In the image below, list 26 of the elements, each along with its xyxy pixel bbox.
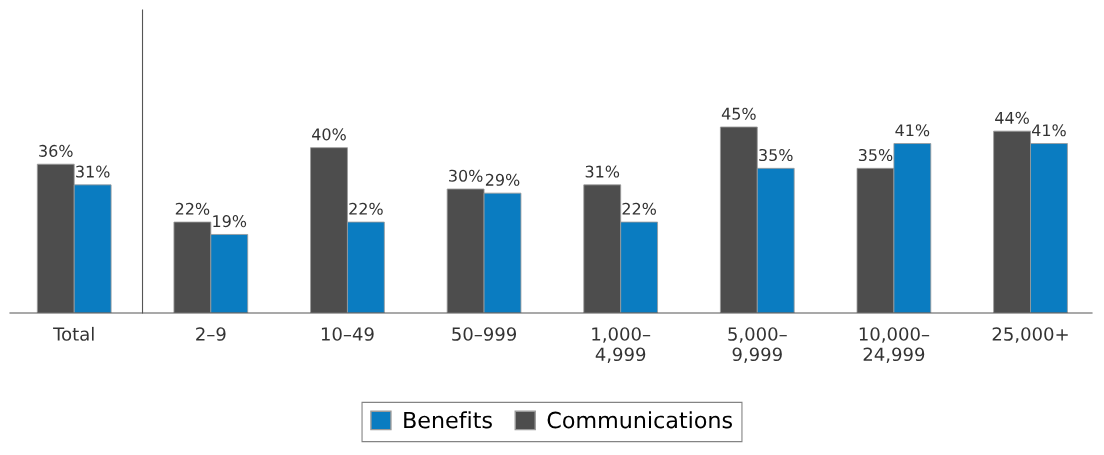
x-tick-label: 1,000– 4,999 [592,327,651,363]
data-label: 45% [721,107,756,120]
data-label: 30% [449,169,483,182]
x-tick-label: 50–999 [452,327,517,341]
x-tick-label: 5,000– 9,999 [728,327,787,363]
data-label: 19% [213,215,247,228]
x-tick-label: Total [53,326,94,341]
data-label: 41% [895,124,930,137]
legend-label: Communications [547,411,732,429]
data-label: 36% [39,144,73,157]
x-tick-label: 10–49 [321,327,374,341]
x-tick-label: 2–9 [196,327,226,341]
data-label: 41% [1032,124,1066,137]
data-label: 22% [349,202,383,215]
data-label: 35% [759,148,793,162]
x-tick-label: 25,000+ [992,327,1068,343]
data-label: 29% [485,173,520,186]
data-label: 22% [175,202,210,215]
data-label: 31% [76,165,110,178]
data-label: 22% [622,202,656,215]
x-tick-label: 10,000– 24,999 [859,327,930,363]
data-label: 35% [858,148,893,162]
legend-label: Benefits [404,411,492,429]
data-label: 40% [312,128,346,141]
data-label: 44% [995,111,1029,124]
data-label: 31% [585,165,620,178]
